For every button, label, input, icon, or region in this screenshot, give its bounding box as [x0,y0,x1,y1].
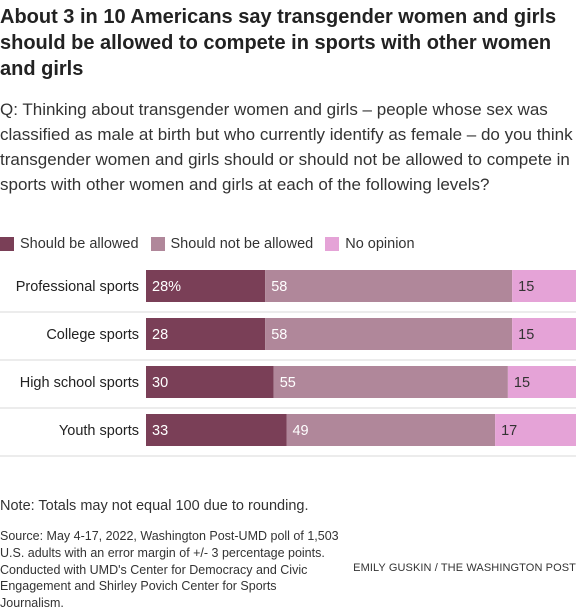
chart-source: Source: May 4-17, 2022, Washington Post-… [0,529,339,611]
bar-segment-should-not-be-allowed [273,366,508,398]
legend-item-no-opinion: No opinion [325,236,415,252]
bar-segment-no-opinion [512,318,576,350]
bar-segment-no-opinion [495,414,576,446]
data-label: 58 [271,279,287,295]
data-label: 15 [518,327,534,343]
data-label: 28% [152,279,181,295]
bar-segment-should-be-allowed [146,366,274,398]
survey-question: Q: Thinking about transgender women and … [0,100,573,194]
data-label: 58 [271,327,287,343]
chart-note: Note: Totals may not equal 100 due to ro… [0,498,309,514]
data-label: 33 [152,423,168,439]
bar-row-high-school-sports: High school sports 30 55 15 [0,366,576,409]
data-label: 49 [292,423,308,439]
data-label: 30 [152,375,168,391]
data-label: 15 [518,279,534,295]
bar-segment-should-be-allowed [146,414,287,446]
data-label: 28 [152,327,168,343]
row-label: College sports [46,327,139,343]
row-label: Professional sports [16,279,139,295]
legend-swatch-allowed [0,237,14,251]
data-label: 15 [514,375,530,391]
bar-segment-should-be-allowed [146,270,266,302]
chart-title: About 3 in 10 Americans say transgender … [0,6,557,80]
bar-row-professional-sports: Professional sports 28% 58 15 [0,270,576,313]
chart-credit: EMILY GUSKIN / THE WASHINGTON POST [353,562,576,574]
bar-segment-should-be-allowed [146,318,266,350]
bar-segment-should-not-be-allowed [265,318,513,350]
legend-label-no-opinion: No opinion [345,236,415,252]
bar-row-youth-sports: Youth sports 33 49 17 [0,414,576,457]
data-label: 17 [501,423,517,439]
legend-swatch-no-opinion [325,237,340,251]
bar-segment-should-not-be-allowed [265,270,513,302]
legend-item-not-allowed: Should not be allowed [150,236,314,252]
legend-label-not-allowed: Should not be allowed [170,236,314,252]
legend-item-allowed: Should be allowed [0,236,139,252]
bar-segment-no-opinion [512,270,576,302]
bar-row-college-sports: College sports 28 58 15 [0,318,576,361]
row-label: High school sports [20,375,139,391]
data-label: 55 [280,375,296,391]
legend: Should be allowed Should not be allowed … [0,234,427,254]
legend-label-allowed: Should be allowed [20,236,139,252]
bar-segment-no-opinion [507,366,576,398]
legend-swatch-not-allowed [150,237,165,251]
row-label: Youth sports [59,423,139,439]
bar-segment-should-not-be-allowed [286,414,496,446]
